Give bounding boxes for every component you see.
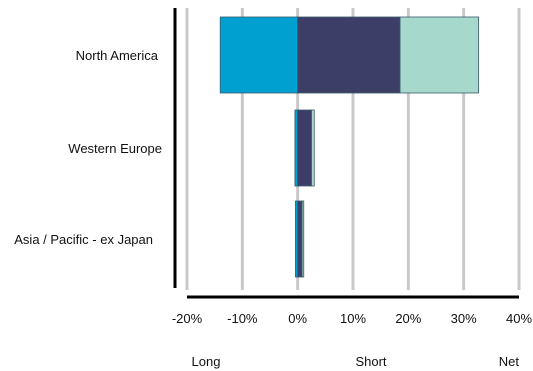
bar-net-asia-pacific-ex-japan	[301, 200, 305, 278]
x-tick-label: -10%	[227, 311, 258, 326]
bar-net-western-europe	[311, 109, 315, 187]
x-tick-label: 40%	[506, 311, 532, 326]
category-label-western-europe: Western Europe	[68, 141, 162, 156]
x-tick-label: 10%	[340, 311, 366, 326]
bar-long-north-america	[219, 16, 299, 94]
x-tick-labels: -20% -10% 0% 10% 20% 30% 40%	[172, 311, 533, 326]
category-label-north-america: North America	[76, 48, 159, 63]
legend-net: Net	[499, 354, 520, 369]
x-tick-label: 30%	[451, 311, 477, 326]
x-tick-label: 0%	[288, 311, 307, 326]
category-label-asia-pacific-ex-japan: Asia / Pacific - ex Japan	[14, 232, 153, 247]
category-labels: North America Western Europe Asia / Pacifi…	[14, 48, 162, 247]
bar-short-western-europe	[297, 109, 312, 187]
legend-short: Short	[355, 354, 386, 369]
bar-long-western-europe	[294, 109, 299, 187]
bar-short-north-america	[297, 16, 401, 94]
x-tick-label: -20%	[172, 311, 203, 326]
x-tick-label: 20%	[395, 311, 421, 326]
bar-net-north-america	[399, 16, 480, 94]
legend-long: Long	[192, 354, 221, 369]
bars	[219, 16, 480, 278]
bar-short-asia-pacific-ex-japan	[297, 200, 303, 278]
legend: Long Short Net	[192, 354, 520, 369]
